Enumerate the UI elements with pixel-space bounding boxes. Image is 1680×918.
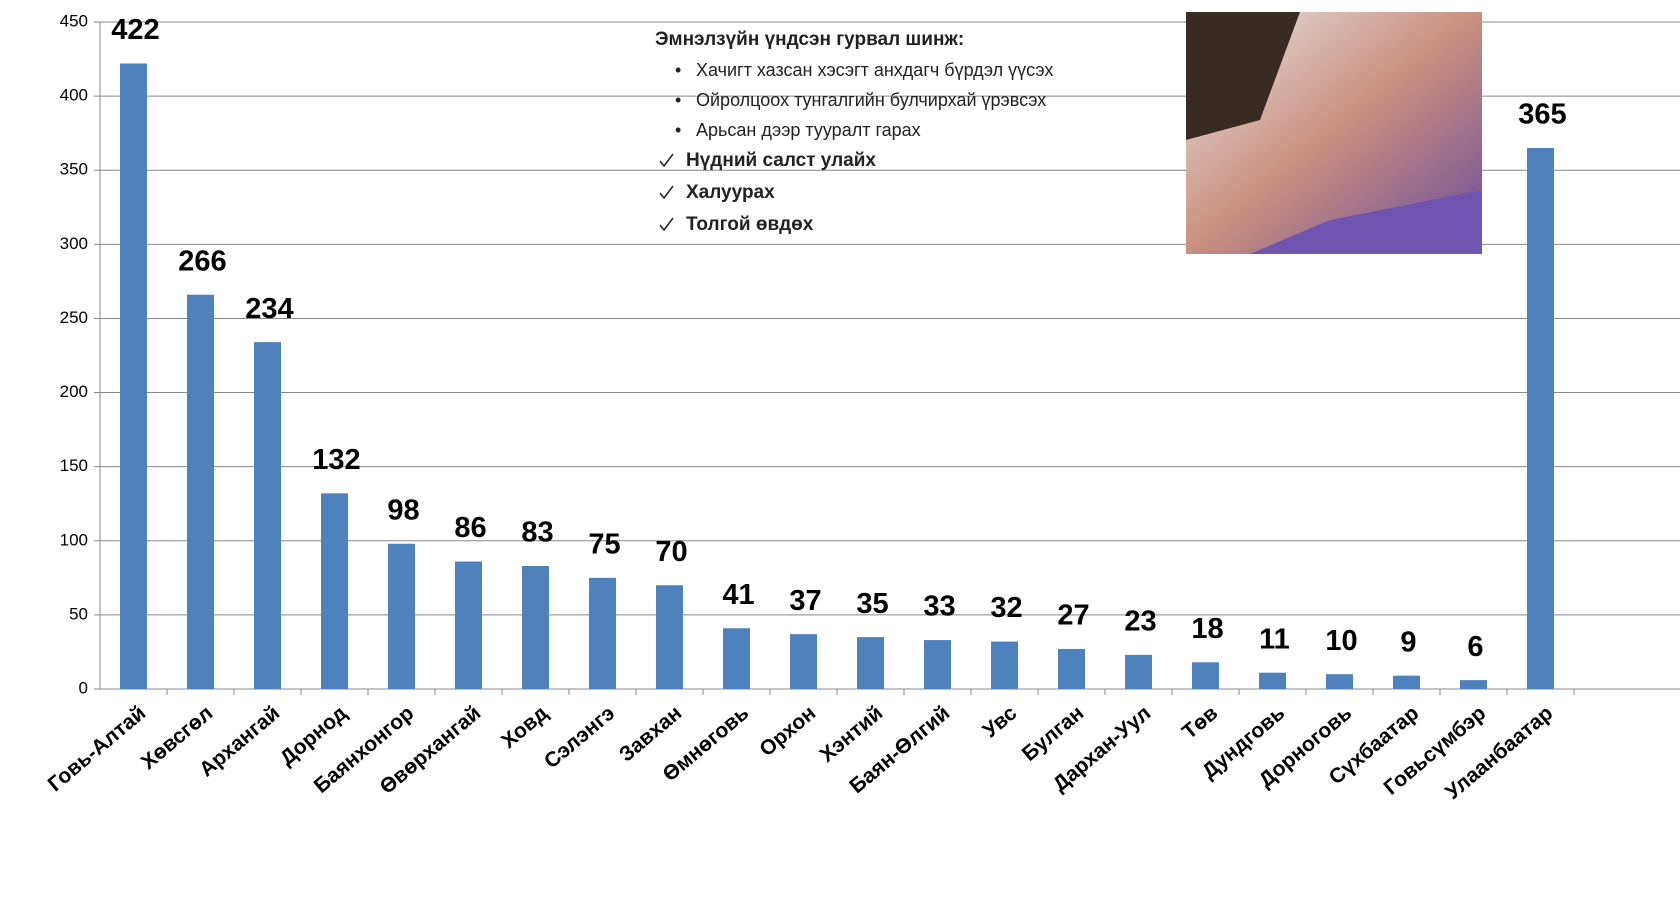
annotation-item: Халуурах <box>686 182 775 203</box>
value-label: 32 <box>990 592 1022 624</box>
bar <box>1326 674 1353 689</box>
bar <box>723 628 750 689</box>
photo <box>1186 12 1482 254</box>
bar <box>857 637 884 689</box>
annotation-item: Хачигт хазсан хэсэгт анхдагч бүрдэл үүсэ… <box>696 60 1053 80</box>
x-tick-label: Говь-Алтай <box>44 701 151 796</box>
bar <box>790 634 817 689</box>
value-label: 41 <box>722 579 754 611</box>
bar <box>522 565 549 689</box>
value-label: 365 <box>1518 99 1566 131</box>
value-label: 98 <box>387 494 419 526</box>
bar <box>991 641 1018 689</box>
bar <box>388 543 415 689</box>
check <box>659 185 674 200</box>
x-tick-label: Увс <box>979 701 1022 742</box>
bar <box>1058 648 1085 689</box>
annotation-title: Эмнэлзүйн үндсэн гурвал шинж: <box>655 29 964 50</box>
value-label: 132 <box>312 444 360 476</box>
value-label: 86 <box>454 512 486 544</box>
value-label: 37 <box>789 585 821 617</box>
bar <box>1259 672 1286 689</box>
annotation-item: Арьсан дээр тууралт гарах <box>696 120 921 140</box>
check <box>659 153 674 168</box>
value-label: 266 <box>178 245 226 277</box>
y-tick-label: 0 <box>79 678 88 697</box>
value-label: 234 <box>245 293 293 325</box>
bar <box>1393 675 1420 689</box>
bar <box>321 493 348 689</box>
y-tick-label: 450 <box>60 11 88 30</box>
bullet: • <box>675 120 681 140</box>
bar <box>455 561 482 689</box>
value-label: 23 <box>1124 606 1156 638</box>
value-label: 18 <box>1191 613 1223 645</box>
value-label: 75 <box>588 528 620 560</box>
annotation-item: Толгой өвдөх <box>686 214 814 235</box>
value-label: 27 <box>1057 600 1089 632</box>
value-label: 70 <box>655 536 687 568</box>
x-tick-label: Сэлэнгэ <box>540 701 619 773</box>
annotation-item: Нүдний салст улайх <box>686 150 876 171</box>
y-tick-label: 150 <box>60 456 88 475</box>
y-tick-label: 200 <box>60 382 88 401</box>
value-label: 6 <box>1467 631 1483 663</box>
bar <box>589 577 616 689</box>
x-tick-label: Төв <box>1178 701 1222 743</box>
bar <box>924 640 951 689</box>
value-label: 11 <box>1259 623 1290 655</box>
y-tick-label: 400 <box>60 86 88 105</box>
y-tick-label: 100 <box>60 530 88 549</box>
value-label: 35 <box>856 588 888 620</box>
value-label: 33 <box>923 591 955 623</box>
check <box>659 217 674 232</box>
annotation: Эмнэлзүйн үндсэн гурвал шинж: • Хачигт хаз… <box>655 29 1053 235</box>
bar <box>1125 654 1152 689</box>
value-label: 10 <box>1325 625 1357 657</box>
y-tick-label: 350 <box>60 160 88 179</box>
annotation-item: Ойролцоох тунгалгийн булчирхай үрэвсэх <box>696 90 1046 110</box>
x-tick-label: Ховд <box>497 701 552 753</box>
bar <box>254 342 281 689</box>
bullet: • <box>675 60 681 80</box>
bar <box>656 585 683 689</box>
bar <box>187 294 214 689</box>
bar <box>1192 662 1219 689</box>
value-label: 9 <box>1400 626 1416 658</box>
x-tick-label: Орхон <box>755 701 820 761</box>
bar <box>1460 680 1487 689</box>
y-tick-label: 300 <box>60 234 88 253</box>
bullet: • <box>675 90 681 110</box>
y-tick-label: 250 <box>60 308 88 327</box>
bar <box>120 63 147 690</box>
value-label: 422 <box>111 14 159 46</box>
bar <box>1527 147 1554 689</box>
y-tick-label: 50 <box>69 604 88 623</box>
value-label: 83 <box>521 517 553 549</box>
